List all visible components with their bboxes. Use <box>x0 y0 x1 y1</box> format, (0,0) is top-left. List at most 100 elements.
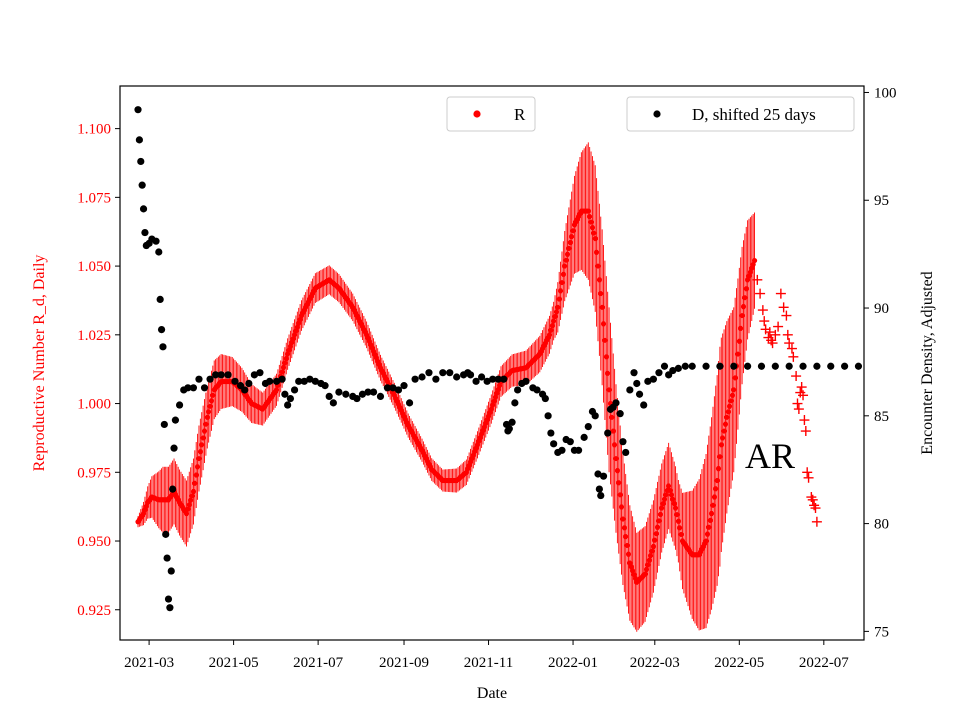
d-point <box>286 394 295 403</box>
r-point <box>488 406 494 412</box>
r-forecast-point <box>807 494 818 505</box>
r-point <box>491 398 497 404</box>
x-tick-label: 2021-11 <box>464 655 513 671</box>
d-point <box>813 362 821 370</box>
d-point <box>660 362 669 370</box>
x-axis: 2021-03 2021-05 2021-07 2021-09 2021-11 2022-… <box>124 640 849 671</box>
d-point <box>640 401 648 409</box>
r-point <box>739 312 745 319</box>
d-point <box>785 362 793 370</box>
d-point <box>622 448 630 457</box>
r-point <box>708 510 715 517</box>
legend-r: R <box>446 96 536 132</box>
d-point <box>245 379 253 388</box>
r-point <box>670 496 676 502</box>
r-point <box>656 518 662 524</box>
d-point <box>674 364 682 372</box>
r-point <box>189 493 195 499</box>
r-point <box>703 538 709 544</box>
r-point <box>724 414 730 420</box>
d-point <box>702 362 710 370</box>
r-point <box>610 428 616 434</box>
d-point <box>278 375 286 383</box>
d-point <box>595 485 603 493</box>
y-left-tick-label: 1.075 <box>77 190 111 206</box>
r-point <box>713 486 719 492</box>
r-point <box>720 435 726 441</box>
d-point <box>353 394 361 403</box>
d-point <box>616 410 624 418</box>
r-point <box>273 387 280 393</box>
r-forecast-point <box>791 371 802 382</box>
r-point <box>625 551 632 557</box>
x-tick-label: 2021-09 <box>379 655 429 671</box>
d-point <box>281 390 289 398</box>
r-point <box>725 409 731 415</box>
r-point <box>596 277 602 283</box>
d-point <box>771 362 779 370</box>
y-left-tick-label: 0.950 <box>77 534 111 550</box>
r-point <box>492 394 499 400</box>
d-point <box>494 375 502 383</box>
r-point <box>743 286 749 292</box>
d-point <box>604 429 612 437</box>
d-point <box>566 438 574 446</box>
x-tick-label: 2021-03 <box>124 655 174 671</box>
r-point <box>605 370 611 376</box>
r-point <box>717 454 723 460</box>
d-point <box>591 412 599 420</box>
r-point <box>588 219 594 225</box>
d-point <box>439 369 447 377</box>
d-point <box>547 429 555 437</box>
r-point <box>552 313 558 320</box>
r-point <box>599 304 605 310</box>
d-point <box>522 377 530 385</box>
r-point <box>283 355 289 362</box>
r-point <box>616 480 622 486</box>
r-forecast-point <box>755 288 766 299</box>
y-right-tick-label: 90 <box>874 301 889 317</box>
y-left-tick-label: 1.100 <box>77 122 111 138</box>
d-point <box>511 399 519 407</box>
y-right-tick-label: 75 <box>874 624 889 640</box>
y-left-axis-label: Reproductive Number R_d, Daily <box>31 255 48 472</box>
r-point <box>649 548 655 554</box>
d-point <box>799 362 807 370</box>
r-forecast-point <box>793 404 804 415</box>
d-point <box>612 399 620 407</box>
r-point <box>620 516 626 522</box>
d-point <box>594 470 602 478</box>
r-forecast-point <box>778 302 789 313</box>
d-point <box>394 386 403 394</box>
legend-d-box <box>626 96 855 132</box>
r-point <box>208 398 215 404</box>
d-point <box>137 157 145 166</box>
d-point <box>206 375 214 383</box>
r-point <box>614 468 620 474</box>
r-point <box>623 534 629 540</box>
r-point <box>661 496 668 502</box>
d-point <box>584 422 592 431</box>
plot-frame <box>119 85 865 641</box>
r-point <box>678 531 684 538</box>
d-point <box>649 375 658 383</box>
d-point <box>134 106 142 114</box>
r-point <box>585 208 591 214</box>
d-point <box>478 373 486 381</box>
r-point <box>551 318 557 324</box>
r-point <box>203 421 209 427</box>
d-series <box>134 106 863 612</box>
r-point <box>729 392 735 398</box>
r-point <box>731 387 737 393</box>
d-point <box>418 373 426 381</box>
d-point <box>841 362 849 370</box>
d-point <box>472 377 480 385</box>
r-point <box>652 537 658 543</box>
y-right-tick-label: 80 <box>874 517 889 533</box>
r-point <box>569 234 575 240</box>
d-point <box>272 377 281 385</box>
r-forecast-point <box>767 338 778 349</box>
r-point <box>490 402 496 408</box>
d-point <box>300 377 308 385</box>
